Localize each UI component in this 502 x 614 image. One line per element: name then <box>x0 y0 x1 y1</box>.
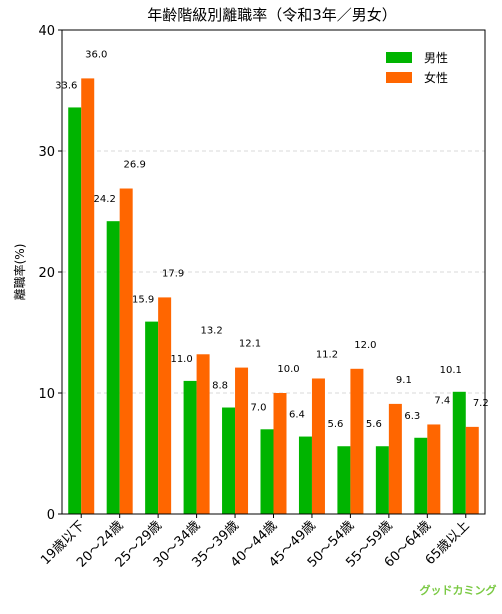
data-label: 36.0 <box>85 49 107 60</box>
bar-female <box>311 378 325 514</box>
data-label: 7.0 <box>251 402 267 413</box>
y-tick-label: 20 <box>38 266 55 281</box>
data-label: 12.1 <box>239 339 261 350</box>
data-label: 11.0 <box>170 354 192 365</box>
y-axis-ticks: 0 10 20 30 40 <box>38 24 62 523</box>
data-label: 33.6 <box>55 80 77 91</box>
data-label: 13.2 <box>200 325 222 336</box>
data-label: 15.9 <box>132 295 154 306</box>
legend-swatch-male <box>386 52 412 63</box>
y-axis-label: 離職率(%) <box>12 244 27 301</box>
bar-female <box>350 368 364 514</box>
data-label: 17.9 <box>162 268 184 279</box>
y-tick-label: 10 <box>38 387 55 402</box>
data-label: 8.8 <box>212 381 228 392</box>
bar-female <box>235 367 249 514</box>
data-label: 10.1 <box>440 365 462 376</box>
chart-title: 年齢階級別離職率（令和3年／男女） <box>147 6 397 24</box>
bar-male <box>222 407 236 514</box>
data-label: 24.2 <box>94 194 116 205</box>
bar-female <box>465 426 479 514</box>
bar-male <box>68 107 82 514</box>
bar-female <box>158 297 172 514</box>
bar-female <box>388 403 402 514</box>
bar-male <box>298 436 312 514</box>
data-label: 7.4 <box>434 395 450 406</box>
bar-male <box>375 446 389 514</box>
bar-male <box>260 429 274 514</box>
watermark: グッドカミング <box>420 583 497 597</box>
legend-swatch-female <box>386 72 412 83</box>
bar-male <box>106 221 120 514</box>
bar-female <box>427 424 441 514</box>
data-label: 5.6 <box>327 419 343 430</box>
bar-female <box>81 78 95 515</box>
data-label: 7.2 <box>473 398 489 409</box>
data-label: 6.4 <box>289 410 305 421</box>
bar-male <box>452 391 466 514</box>
bar-female <box>273 393 287 514</box>
y-tick-label: 30 <box>38 145 55 160</box>
data-label: 26.9 <box>124 160 146 171</box>
bar-female <box>196 354 210 514</box>
data-label: 10.0 <box>277 364 299 375</box>
y-tick-label: 40 <box>38 24 55 39</box>
data-label: 6.3 <box>404 411 420 422</box>
bar-male <box>183 380 197 514</box>
legend-label-female: 女性 <box>424 70 448 85</box>
data-label: 9.1 <box>396 375 412 386</box>
data-label: 5.6 <box>366 419 382 430</box>
x-axis-ticks: 19歳以下20～24歳25～29歳30～34歳35～39歳40～44歳45～49… <box>38 514 473 571</box>
bar-male <box>145 321 159 514</box>
data-label: 11.2 <box>316 349 338 360</box>
legend-label-male: 男性 <box>424 51 448 65</box>
bar-male <box>414 437 428 514</box>
bar-female <box>119 188 133 514</box>
bar-male <box>337 446 351 514</box>
data-labels: 33.6 24.2 15.9 11.0 8.8 7.0 6.4 5.6 5.6 6.3 10.1 36… <box>55 49 489 430</box>
y-tick-label: 0 <box>47 508 55 523</box>
bars <box>68 78 479 515</box>
data-label: 12.0 <box>354 340 376 351</box>
